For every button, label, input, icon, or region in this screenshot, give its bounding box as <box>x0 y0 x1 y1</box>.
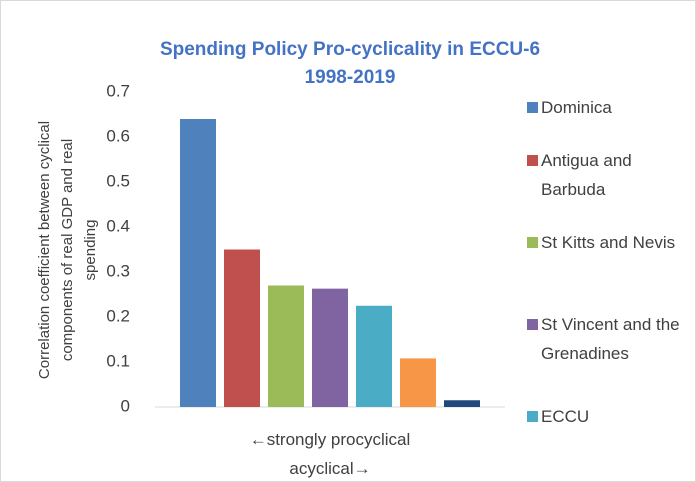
y-axis-title-line: components of real GDP and real <box>59 139 76 361</box>
legend-swatch <box>527 319 538 330</box>
y-tick-label: 0.1 <box>106 351 130 370</box>
chart-subtitle: 1998-2019 <box>305 67 396 88</box>
y-axis-title-line: spending <box>82 220 99 281</box>
bar <box>180 119 216 407</box>
y-axis-title-line: Correlation coefficient between cyclical <box>36 121 53 379</box>
legend-label: Dominica <box>541 98 612 117</box>
legend-swatch <box>527 411 538 422</box>
bar <box>312 288 348 407</box>
y-tick-label: 0.4 <box>106 216 130 235</box>
y-tick-label: 0.6 <box>106 126 130 145</box>
y-tick-label: 0 <box>121 396 130 415</box>
legend-label: St Vincent and the Grenadines <box>541 315 680 363</box>
legend-swatch <box>527 155 538 166</box>
y-tick-label: 0.2 <box>106 306 130 325</box>
legend-label: ECCU <box>541 407 590 426</box>
bar <box>444 400 480 407</box>
bar <box>268 285 304 407</box>
bar <box>224 249 260 407</box>
y-tick-label: 0.5 <box>106 171 130 190</box>
y-axis-title: Correlation coefficient between cyclical… <box>36 121 99 379</box>
bar <box>356 305 392 407</box>
x-tick-label: ←strongly procyclical acyclical→ <box>249 430 411 478</box>
y-tick-label: 0.7 <box>106 81 130 100</box>
bar <box>400 358 436 407</box>
legend-label: St Kitts and Nevis <box>541 233 676 252</box>
legend-label: Antigua and Barbuda <box>541 151 632 199</box>
legend-swatch <box>527 237 538 248</box>
chart-title: Spending Policy Pro-cyclicality in ECCU-… <box>160 39 540 60</box>
y-tick-label: 0.3 <box>106 261 130 280</box>
legend-swatch <box>527 102 538 113</box>
